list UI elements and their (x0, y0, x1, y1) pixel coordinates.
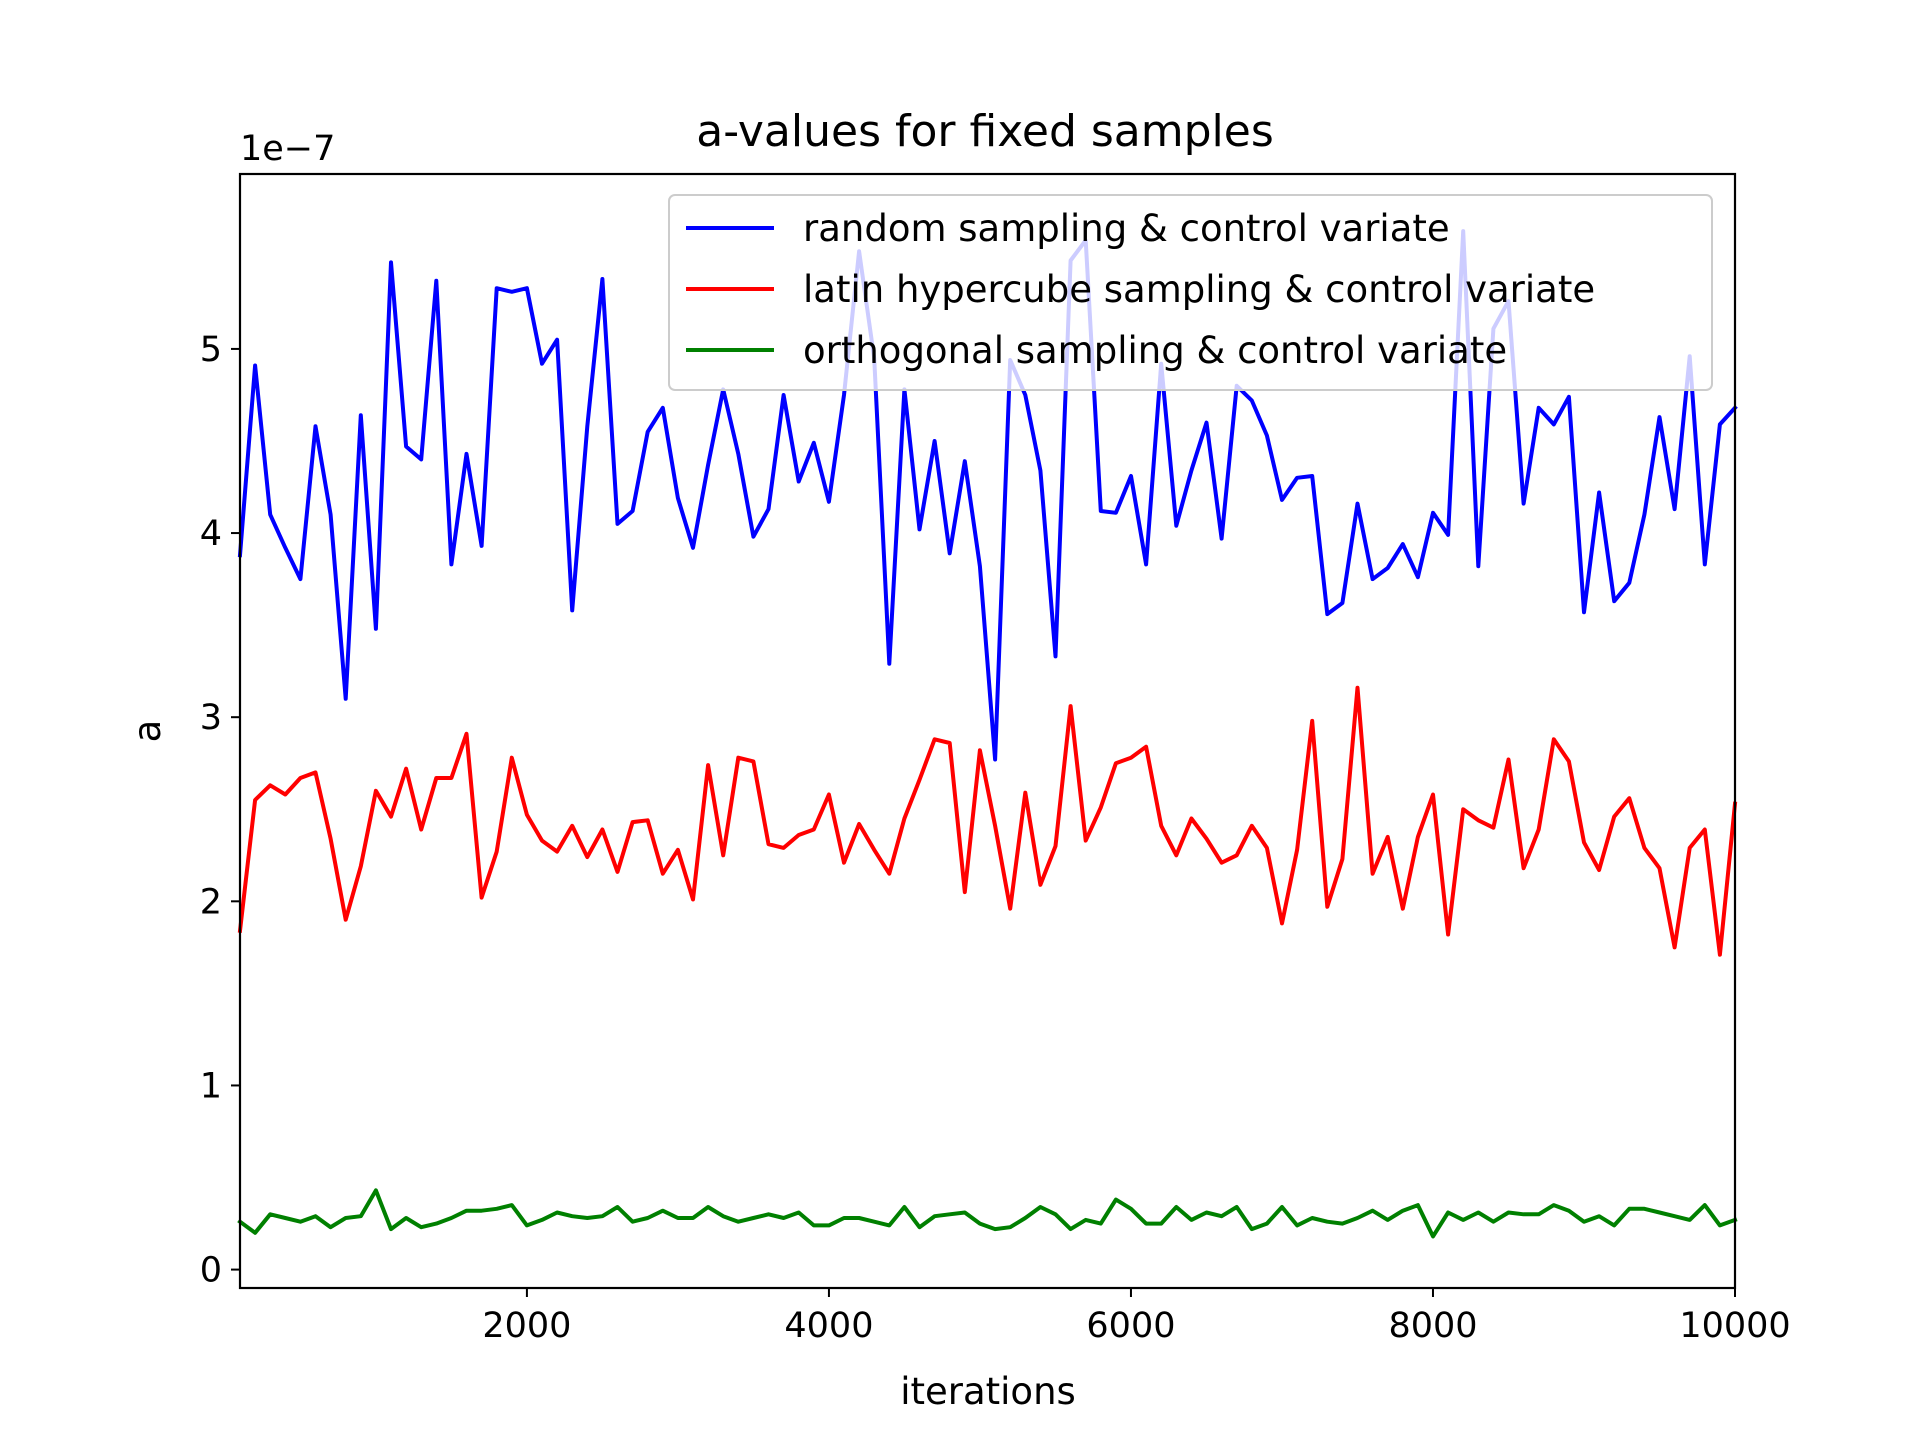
chart-title: a-values for fixed samples (696, 106, 1274, 157)
y-tick-label: 5 (200, 330, 222, 370)
x-tick-label: 2000 (482, 1306, 571, 1346)
legend: random sampling & control variate latin … (668, 194, 1713, 391)
legend-label-orthogonal: orthogonal sampling & control variate (803, 329, 1507, 372)
series-line-random (237, 229, 1738, 762)
series-line-latin-hypercube (237, 685, 1738, 957)
y-tick-label: 3 (200, 698, 222, 738)
x-tick-label: 8000 (1388, 1306, 1477, 1346)
y-tick-label: 1 (200, 1066, 222, 1106)
legend-label-latin-hypercube: latin hypercube sampling & control varia… (803, 268, 1595, 311)
y-axis-label: a (126, 720, 169, 743)
legend-label-random: random sampling & control variate (803, 207, 1450, 250)
y-tick-label: 0 (200, 1251, 222, 1291)
x-tick-label: 6000 (1086, 1306, 1175, 1346)
plot-frame (238, 172, 1737, 1290)
x-axis-label: iterations (900, 1370, 1076, 1413)
axes-layer: 2000 4000 6000 8000 10000 0 1 2 3 4 5 (200, 330, 1791, 1346)
series-layer (237, 229, 1738, 1239)
legend-box (668, 194, 1713, 391)
y-offset-label: 1e−7 (240, 129, 335, 169)
y-tick-label: 2 (200, 882, 222, 922)
x-tick-label: 10000 (1679, 1306, 1790, 1346)
y-tick-label: 4 (200, 514, 222, 554)
series-line-orthogonal (237, 1188, 1738, 1239)
x-tick-label: 4000 (784, 1306, 873, 1346)
